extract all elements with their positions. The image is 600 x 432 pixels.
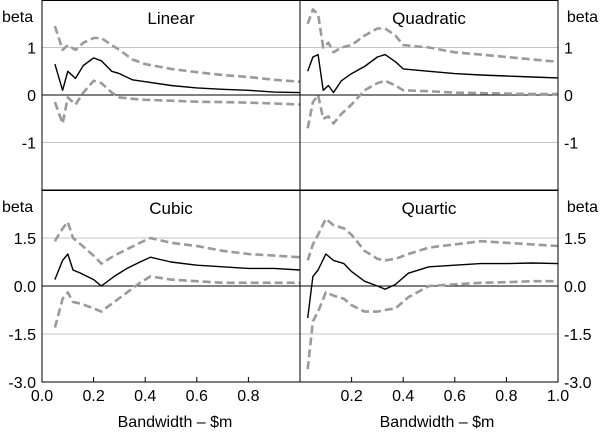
y-tick-label: 1 — [27, 41, 36, 58]
series-lower-line — [53, 79, 301, 125]
y-tick-label: 0 — [564, 88, 573, 105]
y-tick-label: 0.0 — [564, 279, 586, 296]
series-estimate-line — [54, 57, 301, 94]
y-unit-label: beta — [567, 199, 598, 216]
panel-title: Quartic — [402, 199, 457, 218]
y-tick-label: 0 — [27, 88, 36, 105]
series-lower-line — [306, 79, 558, 129]
y-tick-label: -1.5 — [8, 327, 36, 344]
series-lower-line — [53, 275, 300, 328]
x-tick-label: 0.4 — [134, 388, 156, 405]
x-tick-label: 0.0 — [31, 388, 53, 405]
x-tick-label: 0.8 — [237, 388, 259, 405]
series-estimate-line — [307, 53, 559, 94]
x-tick-label: 0.6 — [186, 388, 208, 405]
y-tick-label: -3.0 — [564, 375, 592, 392]
x-tick-label: 0.6 — [444, 388, 466, 405]
panel-quadratic: 1 0 -1 beta Quadratic — [299, 0, 598, 191]
x-axis-label-right: Bandwidth – $m — [380, 414, 495, 431]
panel-title: Linear — [147, 9, 195, 28]
y-unit-label: beta — [2, 9, 33, 26]
y-tick-label: 0.0 — [14, 279, 36, 296]
y-tick-label: -1 — [22, 136, 36, 153]
series-estimate-line — [54, 253, 301, 287]
series-estimate-line — [307, 253, 559, 319]
series-upper-line — [53, 220, 301, 265]
panel-title: Quadratic — [392, 9, 466, 28]
panel-title: Cubic — [149, 199, 193, 218]
y-unit-label: beta — [2, 199, 33, 216]
y-tick-label: -3.0 — [8, 375, 36, 392]
panels-layer: 1 0 -1 beta Linear 1 0 -1 beta Quadratic 1.5 0.0 -1.… — [2, 0, 598, 405]
panel-frame — [299, 190, 559, 383]
y-tick-label: 1.5 — [14, 231, 36, 248]
x-tick-label: 1.0 — [547, 388, 569, 405]
panel-linear: 1 0 -1 beta Linear — [2, 0, 301, 191]
x-tick-label: 0.2 — [340, 388, 362, 405]
y-unit-label: beta — [567, 9, 598, 26]
x-tick-label: 0.8 — [495, 388, 517, 405]
series-upper-line — [53, 25, 301, 83]
series-upper-line — [306, 217, 559, 262]
series-lower-line — [306, 279, 558, 370]
y-tick-label: 1.5 — [564, 231, 586, 248]
y-tick-label: -1 — [564, 136, 578, 153]
x-tick-label: 0.2 — [82, 388, 104, 405]
x-axis-label-left: Bandwidth – $m — [118, 414, 233, 431]
x-tick-label: 0.4 — [392, 388, 414, 405]
panel-cubic: 1.5 0.0 -1.5 -3.0 beta 0.0 0.2 0.4 0.6 0.8 Cubic — [2, 190, 301, 405]
y-tick-label: -1.5 — [564, 327, 592, 344]
panel-quartic: 1.5 0.0 -1.5 -3.0 beta 0.2 0.4 0.6 0.8 1.0 Quartic — [299, 190, 598, 405]
y-tick-label: 1 — [564, 41, 573, 58]
series-upper-line — [306, 8, 559, 64]
